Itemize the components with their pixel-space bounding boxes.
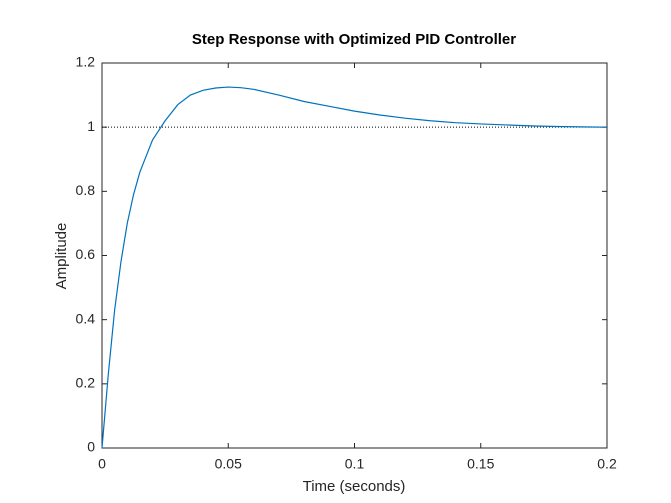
y-tick-label: 1 (87, 118, 95, 134)
y-tick-label: 1.2 (76, 54, 96, 70)
y-tick-label: 0.2 (76, 375, 96, 391)
x-axis-label: Time (seconds) (303, 478, 406, 495)
line-series (101, 86, 608, 449)
y-tick-label: 0 (87, 439, 95, 455)
x-tick-label: 0.2 (597, 456, 617, 472)
y-tick-label: 0.8 (76, 182, 96, 198)
x-tick-label: 0.15 (467, 456, 494, 472)
chart-title: Step Response with Optimized PID Control… (192, 31, 516, 48)
x-tick-label: 0.05 (215, 456, 242, 472)
y-tick-label: 0.6 (76, 246, 96, 262)
x-tick-label: 0.1 (345, 456, 365, 472)
x-tick-label: 0 (98, 456, 106, 472)
y-axis-label: Amplitude (53, 223, 70, 290)
y-tick-label: 0.4 (76, 310, 96, 326)
